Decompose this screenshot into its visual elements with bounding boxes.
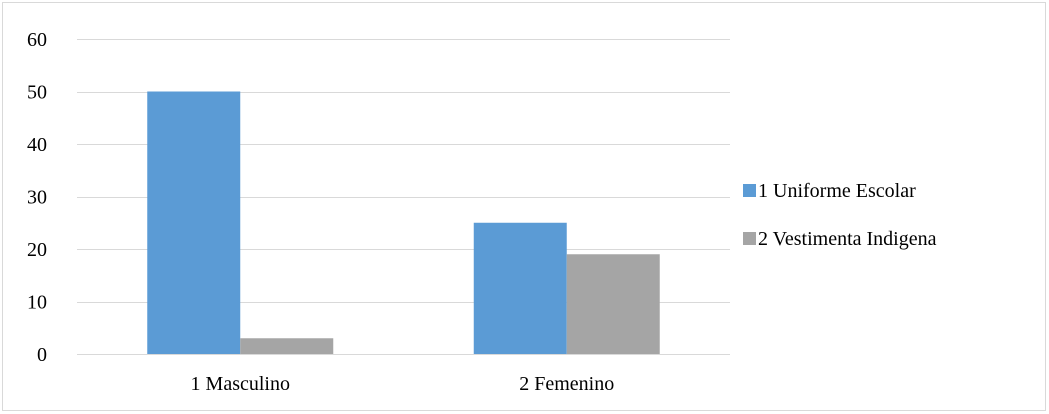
y-tick-label: 40 — [27, 134, 47, 156]
x-axis: 1 Masculino 2 Femenino — [77, 354, 730, 395]
legend-swatch — [743, 184, 756, 197]
legend-label: 2 Vestimenta Indigena — [758, 228, 937, 250]
y-tick-label: 50 — [27, 82, 47, 104]
x-tick-label: 1 Masculino — [191, 373, 290, 395]
y-tick-label: 10 — [27, 292, 47, 314]
legend-swatch — [743, 232, 756, 245]
legend: 1 Uniforme Escolar 2 Vestimenta Indigena — [743, 180, 937, 250]
x-tick-label: 2 Femenino — [519, 373, 614, 395]
y-tick-label: 60 — [27, 29, 47, 51]
legend-label: 1 Uniforme Escolar — [758, 180, 916, 202]
bars — [147, 91, 660, 354]
bar-1-1 — [147, 91, 241, 354]
bar-2-2 — [566, 254, 660, 354]
bar-1-2 — [473, 222, 567, 354]
y-axis: 0 10 20 30 40 50 60 — [27, 29, 47, 366]
y-tick-label: 0 — [37, 344, 47, 366]
y-tick-label: 20 — [27, 239, 47, 261]
y-tick-label: 30 — [27, 187, 47, 209]
bar-2-1 — [240, 338, 334, 354]
